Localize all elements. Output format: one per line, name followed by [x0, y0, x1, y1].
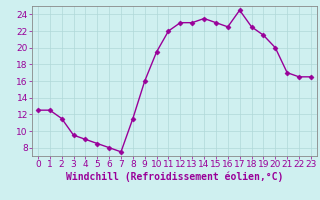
X-axis label: Windchill (Refroidissement éolien,°C): Windchill (Refroidissement éolien,°C) — [66, 172, 283, 182]
